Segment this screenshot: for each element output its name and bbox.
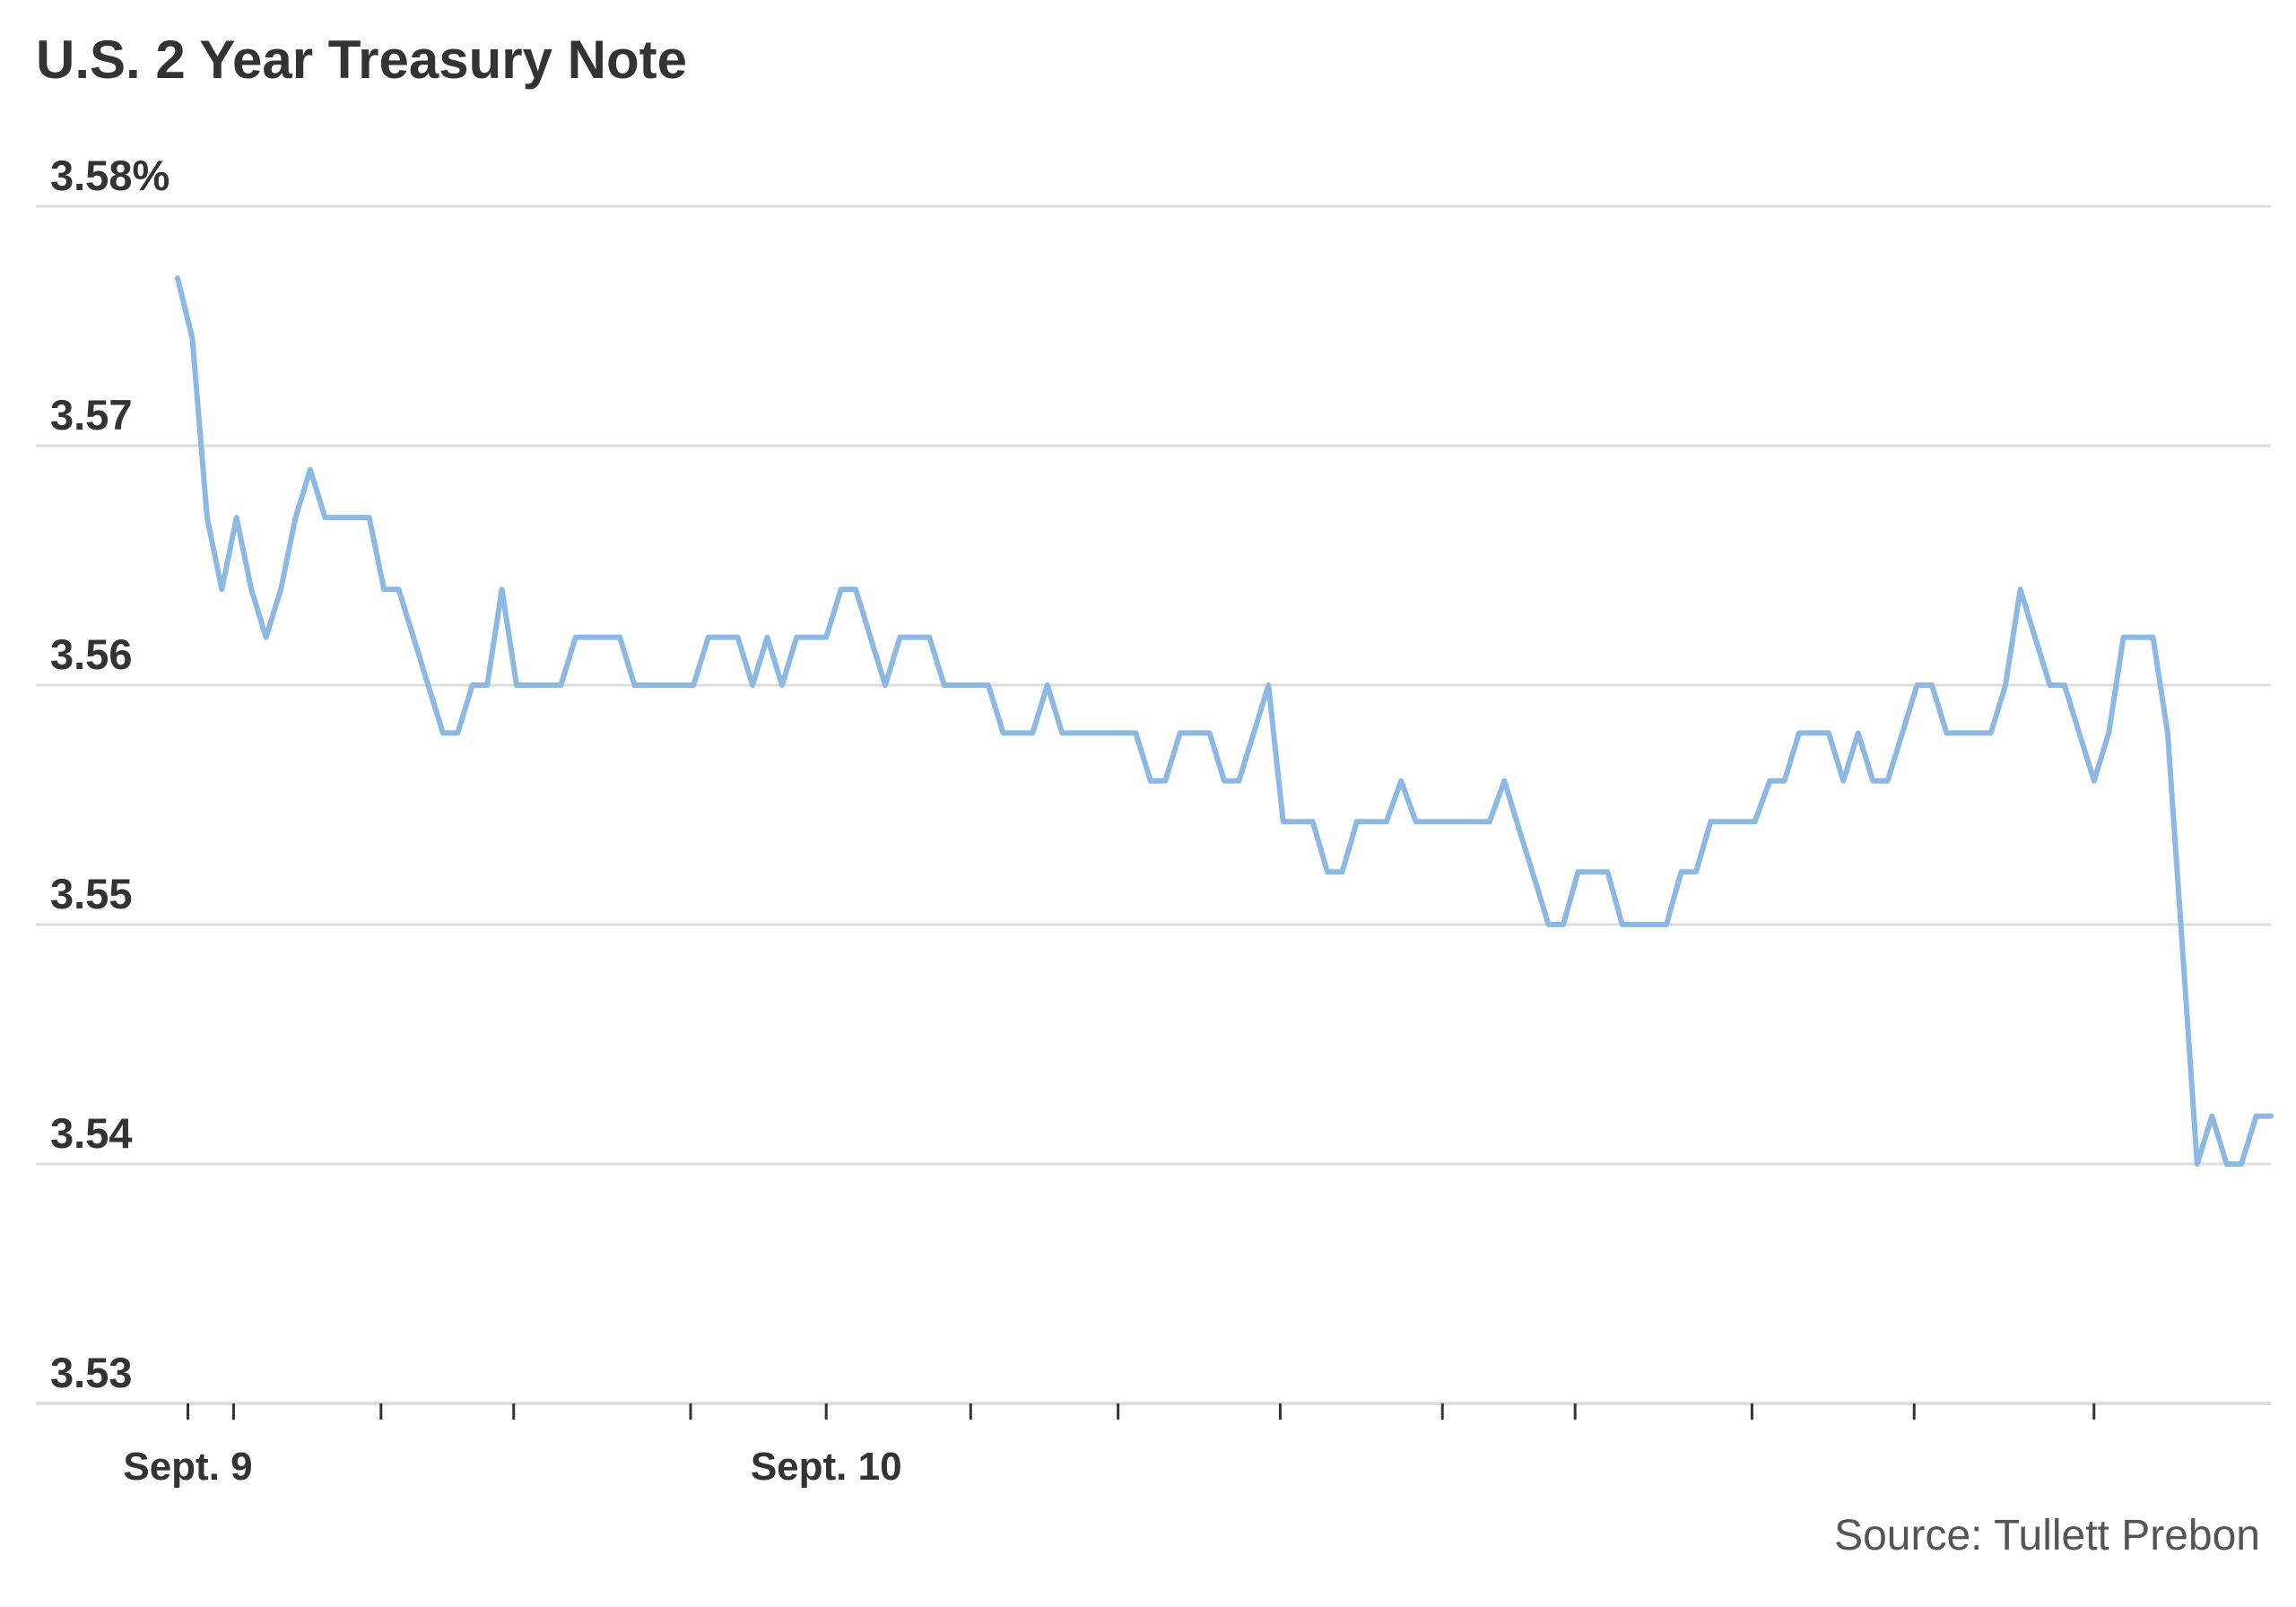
series-layer [175, 275, 2274, 1167]
gridlines [36, 204, 2271, 1405]
x-axis: Sept. 9 Sept. 10 [123, 1403, 2096, 1489]
x-tick-label: Sept. 10 [751, 1445, 902, 1489]
y-tick-label: 3.53 [50, 1349, 132, 1396]
series-line [175, 275, 2274, 1167]
y-tick-label: 3.58% [50, 152, 170, 199]
chart-title: U.S. 2 Year Treasury Note [36, 30, 687, 90]
y-axis-labels: 3.58% 3.57 3.56 3.55 3.54 3.53 [50, 152, 170, 1396]
source-note: Source: Tullett Prebon [1834, 1512, 2260, 1559]
x-tick-label: Sept. 9 [123, 1445, 252, 1489]
y-tick-label: 3.57 [50, 391, 132, 439]
y-tick-label: 3.54 [50, 1109, 132, 1157]
y-tick-label: 3.55 [50, 870, 132, 917]
y-tick-label: 3.56 [50, 630, 132, 678]
